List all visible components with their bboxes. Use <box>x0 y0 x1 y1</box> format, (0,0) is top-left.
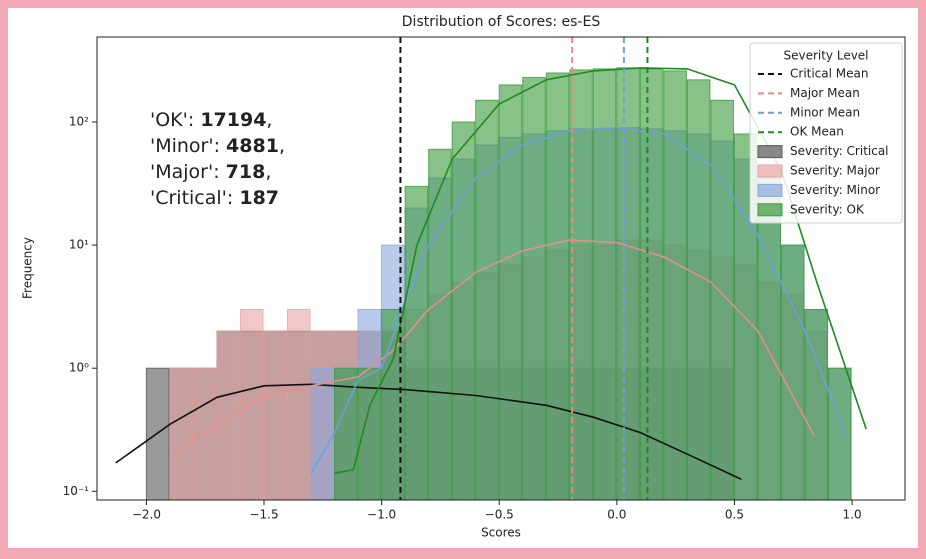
histogram-bar <box>616 67 640 501</box>
annotation-key: 'OK': <box>150 109 200 131</box>
x-tick-label: −1.5 <box>249 508 278 522</box>
annotation-count: 187 <box>239 187 279 209</box>
annotation-key: 'Major': <box>150 161 226 183</box>
histogram-bar <box>569 69 593 501</box>
legend-swatch <box>757 183 783 197</box>
legend-title: Severity Level <box>783 49 868 63</box>
histogram-bar <box>828 367 852 501</box>
histogram-bar <box>145 367 170 501</box>
x-axis-label: Scores <box>481 526 521 540</box>
annotation-line: 'OK': 17194, <box>150 109 272 131</box>
histogram-bar <box>216 330 240 501</box>
x-tick-label: −1.0 <box>367 508 396 522</box>
legend-label: Severity: Critical <box>790 144 889 158</box>
annotation-count: 4881 <box>226 135 279 157</box>
plot-frame <box>96 36 906 501</box>
y-tick-label: 10² <box>69 114 89 128</box>
kde-line <box>174 239 816 455</box>
chart: Distribution of Scores: es-ES Scores Fre… <box>8 8 918 548</box>
legend-swatch <box>757 164 783 178</box>
legend-label: Minor Mean <box>790 105 860 119</box>
annotation-key: 'Critical': <box>150 187 239 209</box>
legend-label: Major Mean <box>790 86 860 100</box>
annotation-line: 'Critical': 187 <box>150 187 279 209</box>
histogram-bar <box>287 308 311 501</box>
x-tick-label: 0.0 <box>607 508 626 522</box>
histogram-bar <box>192 367 217 501</box>
x-tick-label: −2.0 <box>132 508 161 522</box>
histogram-bar <box>781 244 805 501</box>
histogram-bar <box>169 367 193 501</box>
legend-label: Severity: OK <box>790 202 865 216</box>
y-tick-label: 10⁻¹ <box>63 484 90 498</box>
legend-label: OK Mean <box>790 125 844 139</box>
x-tick-label: 0.5 <box>725 508 744 522</box>
y-tick-label: 10⁰ <box>69 361 89 375</box>
kde-line <box>115 383 742 481</box>
annotation-count: 718 <box>226 161 266 183</box>
chart-title: Distribution of Scores: es-ES <box>402 14 601 30</box>
legend-swatch <box>757 145 783 159</box>
x-tick-label: −0.5 <box>485 508 514 522</box>
annotation-sep: , <box>266 109 272 131</box>
histogram-bar <box>263 330 288 501</box>
histogram-bar <box>475 99 499 501</box>
legend-label: Severity: Major <box>790 164 880 178</box>
plot-root: Distribution of Scores: es-ES Scores Fre… <box>21 14 906 540</box>
histogram-bar <box>592 68 617 501</box>
annotation-key: 'Minor': <box>150 135 226 157</box>
annotation-sep: , <box>265 161 271 183</box>
y-axis-label: Frequency <box>21 237 35 299</box>
x-tick-label: 1.0 <box>843 508 862 522</box>
histogram-bar <box>686 79 711 501</box>
y-tick-label: 10¹ <box>69 238 89 252</box>
histogram-bar <box>451 121 476 501</box>
legend-label: Severity: Minor <box>790 183 880 197</box>
histogram-bar <box>239 308 264 501</box>
legend-swatch <box>757 203 783 217</box>
histogram-bar <box>310 367 335 501</box>
annotation-count: 17194 <box>200 109 266 131</box>
legend-label: Critical Mean <box>790 67 868 81</box>
histogram-bar <box>710 99 734 501</box>
kde-line <box>310 126 846 474</box>
annotation-line: 'Minor': 4881, <box>150 135 285 157</box>
histogram-bar <box>404 185 429 501</box>
annotation-sep: , <box>279 135 285 157</box>
histogram-bar <box>428 148 452 501</box>
annotation-line: 'Major': 718, <box>150 161 271 183</box>
legend-box <box>749 42 903 224</box>
